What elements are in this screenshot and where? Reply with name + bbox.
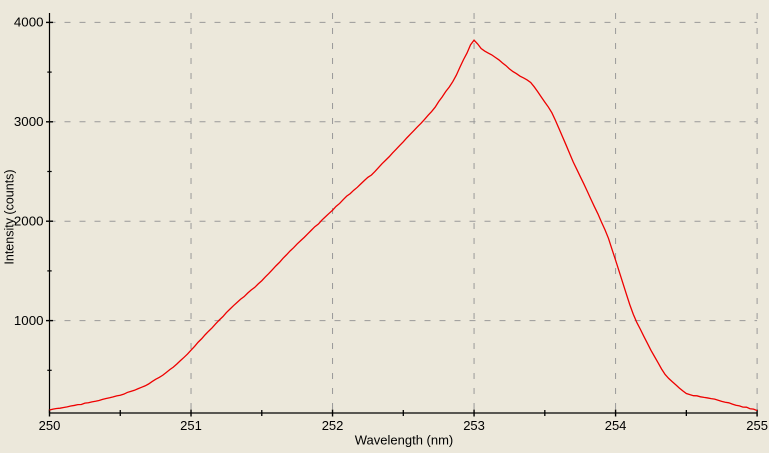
svg-text:2000: 2000 xyxy=(14,214,44,229)
svg-text:250: 250 xyxy=(39,418,61,433)
svg-text:252: 252 xyxy=(322,418,344,433)
svg-text:251: 251 xyxy=(180,418,202,433)
svg-text:Wavelength (nm): Wavelength (nm) xyxy=(355,433,454,448)
svg-text:255: 255 xyxy=(746,418,768,433)
svg-text:253: 253 xyxy=(463,418,485,433)
svg-text:Intensity (counts): Intensity (counts) xyxy=(2,169,16,264)
svg-text:4000: 4000 xyxy=(14,15,44,30)
svg-text:254: 254 xyxy=(605,418,627,433)
svg-text:3000: 3000 xyxy=(14,114,44,129)
svg-text:1000: 1000 xyxy=(14,313,44,328)
